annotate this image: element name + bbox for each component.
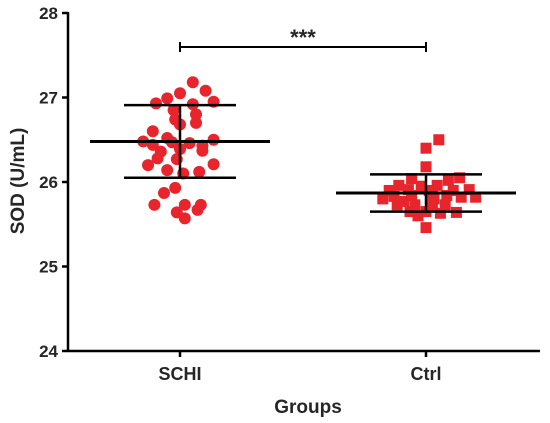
data-point-schi — [169, 181, 182, 194]
data-point-schi — [167, 104, 180, 117]
data-point-schi — [196, 144, 209, 157]
data-point-ctrl — [420, 161, 432, 173]
data-point-schi — [193, 165, 206, 178]
data-point-schi — [174, 87, 186, 100]
data-point-ctrl — [433, 134, 445, 146]
data-point-schi — [142, 159, 154, 172]
data-point-ctrl — [409, 199, 421, 211]
data-point-schi — [199, 84, 212, 97]
y-tick-label: 24 — [39, 342, 58, 361]
data-point-ctrl — [391, 199, 403, 211]
data-point-ctrl — [431, 179, 443, 191]
data-point-schi — [207, 133, 220, 146]
data-point-ctrl — [463, 184, 475, 196]
data-point-ctrl — [402, 184, 414, 196]
data-point-schi — [148, 198, 161, 211]
data-point-schi — [178, 212, 191, 225]
x-axis-title: Groups — [274, 397, 342, 418]
data-point-ctrl — [426, 200, 438, 212]
data-point-schi — [161, 92, 174, 105]
data-point-schi — [178, 198, 191, 211]
x-tick-label: SCHI — [158, 364, 201, 384]
data-point-schi — [191, 203, 204, 216]
data-point-ctrl — [406, 190, 418, 202]
data-point-schi — [146, 125, 159, 138]
data-point-ctrl — [439, 199, 451, 211]
data-point-schi — [161, 164, 174, 177]
x-tick-label: Ctrl — [411, 364, 442, 384]
data-point-ctrl — [447, 184, 459, 196]
data-point-schi — [150, 97, 162, 110]
data-point-ctrl — [442, 174, 454, 186]
y-tick-label: 27 — [39, 89, 58, 108]
data-point-ctrl — [420, 222, 432, 234]
y-tick-label: 28 — [39, 4, 58, 23]
data-point-ctrl — [434, 207, 446, 219]
data-point-schi — [207, 158, 220, 171]
y-tick-label: 25 — [39, 258, 58, 277]
data-point-schi — [190, 116, 202, 129]
data-point-ctrl — [412, 210, 424, 222]
data-point-schi — [190, 108, 202, 121]
data-point-ctrl — [470, 191, 482, 203]
data-point-ctrl — [383, 184, 395, 196]
data-point-schi — [186, 76, 199, 89]
y-tick-label: 26 — [39, 173, 58, 192]
y-axis-title: SOD (U/mL) — [8, 128, 29, 235]
data-point-ctrl — [454, 172, 466, 184]
data-point-ctrl — [455, 191, 467, 203]
data-point-ctrl — [393, 179, 405, 191]
data-point-ctrl — [428, 193, 440, 205]
data-point-ctrl — [388, 190, 400, 202]
data-point-ctrl — [398, 195, 410, 207]
data-point-ctrl — [377, 193, 389, 205]
significance-label: *** — [290, 25, 316, 50]
data-point-schi — [151, 152, 164, 165]
data-point-ctrl — [441, 190, 453, 202]
data-point-schi — [158, 186, 170, 199]
data-point-ctrl — [420, 142, 432, 154]
plot-area: 24 25 26 27 28 SCHI Ctrl *** — [39, 4, 540, 384]
data-point-ctrl — [406, 173, 418, 185]
data-point-ctrl — [415, 180, 427, 192]
